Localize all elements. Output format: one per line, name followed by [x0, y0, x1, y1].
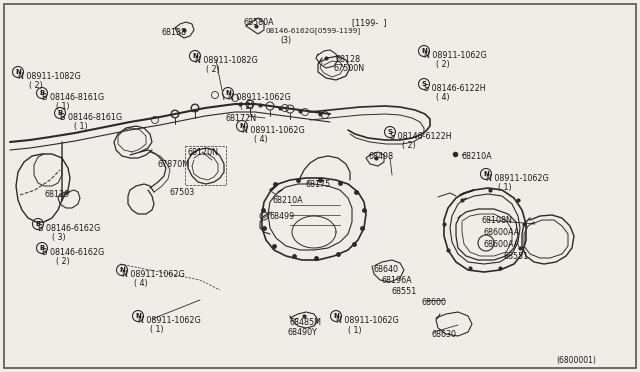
Text: S: S [422, 81, 426, 87]
Text: N 08911-1082G: N 08911-1082G [18, 72, 81, 81]
Text: 68108N: 68108N [482, 216, 513, 225]
Text: S 08146-6122H: S 08146-6122H [390, 132, 452, 141]
Text: ( 2): ( 2) [436, 60, 450, 69]
Text: N: N [239, 123, 245, 129]
Text: 68129: 68129 [44, 190, 69, 199]
Text: 67503: 67503 [170, 188, 195, 197]
Text: 68551: 68551 [392, 287, 417, 296]
Text: 68172N: 68172N [225, 114, 256, 123]
Text: N 08911-1062G: N 08911-1062G [242, 126, 305, 135]
Text: 08146-6162G[0599-1199]: 08146-6162G[0599-1199] [266, 27, 361, 34]
Text: N 08911-1062G: N 08911-1062G [336, 316, 399, 325]
Text: ( 2): ( 2) [29, 81, 43, 90]
Text: B 08146-6162G: B 08146-6162G [42, 248, 104, 257]
Text: ( 3): ( 3) [52, 233, 66, 242]
Text: ( 2): ( 2) [56, 257, 70, 266]
Text: 68210A: 68210A [462, 152, 493, 161]
Text: ( 2): ( 2) [240, 102, 253, 111]
Text: N 08911-1062G: N 08911-1062G [122, 270, 185, 279]
Text: B 08146-8161G: B 08146-8161G [60, 113, 122, 122]
Text: 68138: 68138 [162, 28, 187, 37]
Text: B: B [35, 221, 40, 227]
Text: N: N [483, 171, 489, 177]
Text: 68210A: 68210A [273, 196, 303, 205]
Text: B 08146-6162G: B 08146-6162G [38, 224, 100, 233]
Text: (3): (3) [280, 36, 291, 45]
Text: N: N [15, 69, 21, 75]
Text: B 08146-8161G: B 08146-8161G [42, 93, 104, 102]
Text: 67870M: 67870M [158, 160, 190, 169]
Text: ( 1): ( 1) [74, 122, 88, 131]
Text: 67500N: 67500N [334, 64, 365, 73]
Text: ( 2): ( 2) [206, 65, 220, 74]
Text: ( 1): ( 1) [348, 326, 362, 335]
Text: N 08911-1062G: N 08911-1062G [424, 51, 487, 60]
Text: ( 1): ( 1) [150, 325, 164, 334]
Text: N 08911-1062G: N 08911-1062G [138, 316, 201, 325]
Text: ( 4): ( 4) [254, 135, 268, 144]
Text: 68640: 68640 [374, 265, 399, 274]
Text: N 08911-1062G: N 08911-1062G [486, 174, 548, 183]
Text: ( 1): ( 1) [56, 102, 70, 111]
Text: N: N [192, 53, 198, 59]
Text: ( 4): ( 4) [436, 93, 450, 102]
Text: B: B [40, 245, 45, 251]
Text: 68499: 68499 [270, 212, 295, 221]
Text: 68175: 68175 [306, 180, 332, 189]
Text: 68600AA: 68600AA [484, 240, 520, 249]
Text: N: N [119, 267, 125, 273]
Text: 68128: 68128 [336, 55, 361, 64]
Text: 68485M: 68485M [290, 318, 322, 327]
Text: ( 2): ( 2) [402, 141, 416, 150]
Text: B: B [40, 90, 45, 96]
Text: N 08911-1062G: N 08911-1062G [228, 93, 291, 102]
Text: 68170N: 68170N [188, 148, 219, 157]
Text: 68196A: 68196A [382, 276, 413, 285]
Text: 68498: 68498 [369, 152, 394, 161]
Text: ( 1): ( 1) [498, 183, 511, 192]
Text: N: N [421, 48, 427, 54]
Text: N: N [135, 313, 141, 319]
Text: N: N [225, 90, 231, 96]
Text: 68600: 68600 [422, 298, 447, 307]
Text: 68600AA: 68600AA [484, 228, 520, 237]
Text: S 08146-6122H: S 08146-6122H [424, 84, 486, 93]
Text: [1199-  ]: [1199- ] [352, 18, 387, 27]
Text: 68490Y: 68490Y [288, 328, 318, 337]
Text: 68551: 68551 [504, 252, 529, 261]
Text: N: N [333, 313, 339, 319]
Text: B: B [58, 110, 63, 116]
Text: N 08911-1082G: N 08911-1082G [195, 56, 258, 65]
Text: 68580A: 68580A [244, 18, 275, 27]
Text: 68630: 68630 [432, 330, 457, 339]
Text: ( 4): ( 4) [134, 279, 148, 288]
Text: (6800001): (6800001) [556, 356, 596, 365]
Text: S: S [387, 129, 392, 135]
